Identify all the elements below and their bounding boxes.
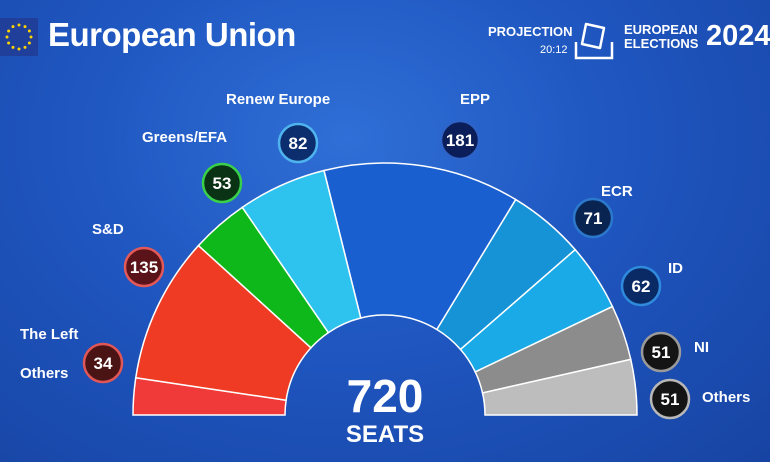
badge-id [620, 265, 662, 307]
badge-epp [439, 119, 481, 161]
eu-star [11, 45, 15, 49]
badge-ecr [572, 197, 614, 239]
badge-value-ni: 51 [652, 343, 671, 362]
badge-ni [640, 331, 682, 373]
label-ecr: ECR [601, 183, 633, 200]
badge-value-ecr: 71 [584, 209, 603, 228]
elections-label: EUROPEAN ELECTIONS [624, 23, 698, 51]
label-others: Others [702, 389, 750, 406]
label-renew-europe: Renew Europe [226, 91, 330, 108]
badge-value-id: 62 [632, 277, 651, 296]
eu-star [17, 47, 21, 51]
badge-sandd [123, 246, 165, 288]
eu-star [17, 23, 21, 27]
eu-star [27, 29, 31, 33]
badge-value-greens-efa: 53 [213, 174, 232, 193]
header: European Union PROJECTION 20:12 EUROPEAN… [0, 0, 770, 80]
eu-star [11, 25, 15, 29]
total-seats-label: SEATS [346, 421, 424, 448]
segment-others [481, 358, 638, 416]
page-title: European Union [48, 16, 296, 53]
eu-star [7, 41, 11, 45]
eu-star [27, 41, 31, 45]
eu-star [23, 25, 27, 29]
eu-flag-icon [0, 18, 38, 56]
badge-greens-efa [201, 162, 243, 204]
label-greens-efa: Greens/EFA [142, 129, 227, 146]
segment-sandd [134, 244, 313, 402]
label-others-left: Others [20, 365, 68, 382]
badge-value-renew-europe: 82 [289, 134, 308, 153]
badge-value-epp: 181 [446, 131, 474, 150]
ballot-box-icon [574, 22, 614, 60]
election-line2: ELECTIONS [624, 36, 699, 51]
badge-renew-europe [277, 122, 319, 164]
projection-time: 20:12 [540, 44, 568, 56]
badge-others [649, 378, 691, 420]
label-the-left: The Left [20, 326, 78, 343]
total-seats-value: 720 [347, 370, 424, 422]
label-ni: NI [694, 339, 709, 356]
badge-value-sandd: 135 [130, 258, 158, 277]
label-epp: EPP [460, 91, 490, 108]
eu-star [23, 45, 27, 49]
eu-star [5, 35, 9, 39]
eu-star [29, 35, 33, 39]
label-sandd: S&D [92, 221, 124, 238]
election-year: 2024 [706, 20, 770, 52]
election-line1: EUROPEAN [624, 22, 698, 37]
badge-the-left [82, 342, 124, 384]
badge-value-the-left: 34 [94, 354, 113, 373]
eu-star [7, 29, 11, 33]
projection-label: PROJECTION [488, 24, 573, 39]
segment-epp [323, 162, 517, 331]
badge-value-others: 51 [661, 390, 680, 409]
label-id: ID [668, 260, 683, 277]
eu-stars-icon [0, 18, 38, 56]
